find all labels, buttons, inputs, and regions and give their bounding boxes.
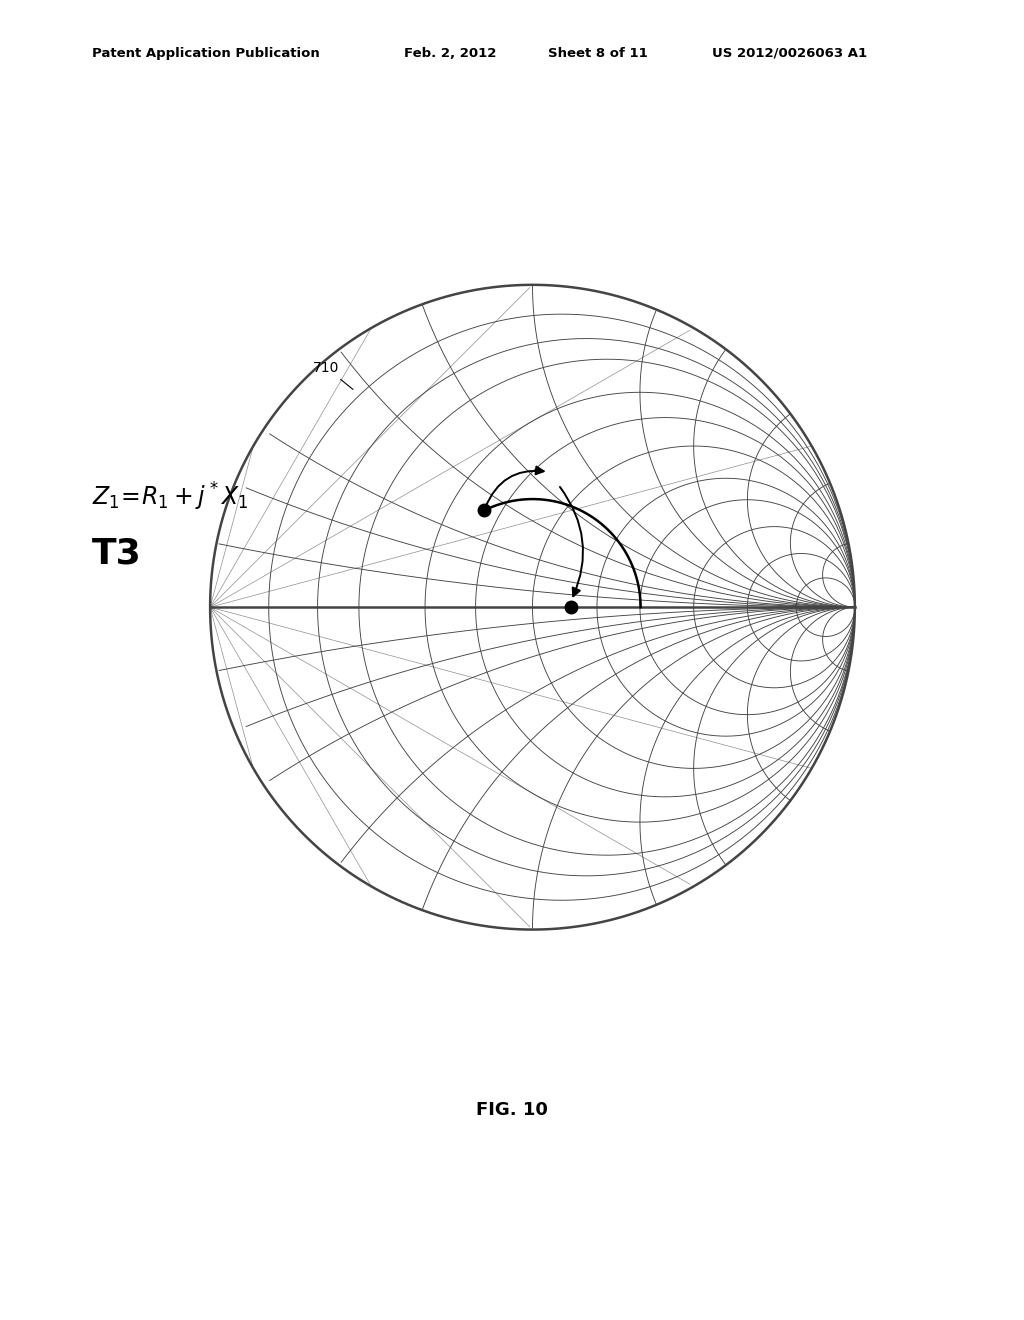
Text: FIG. 10: FIG. 10: [476, 1101, 548, 1119]
Text: T3: T3: [92, 537, 142, 570]
Text: Sheet 8 of 11: Sheet 8 of 11: [548, 46, 647, 59]
Text: Feb. 2, 2012: Feb. 2, 2012: [404, 46, 497, 59]
Text: Patent Application Publication: Patent Application Publication: [92, 46, 319, 59]
Text: 710: 710: [313, 360, 353, 389]
Text: $Z_1\!=\!R_1+j^*X_1$: $Z_1\!=\!R_1+j^*X_1$: [92, 480, 249, 513]
Text: US 2012/0026063 A1: US 2012/0026063 A1: [712, 46, 866, 59]
